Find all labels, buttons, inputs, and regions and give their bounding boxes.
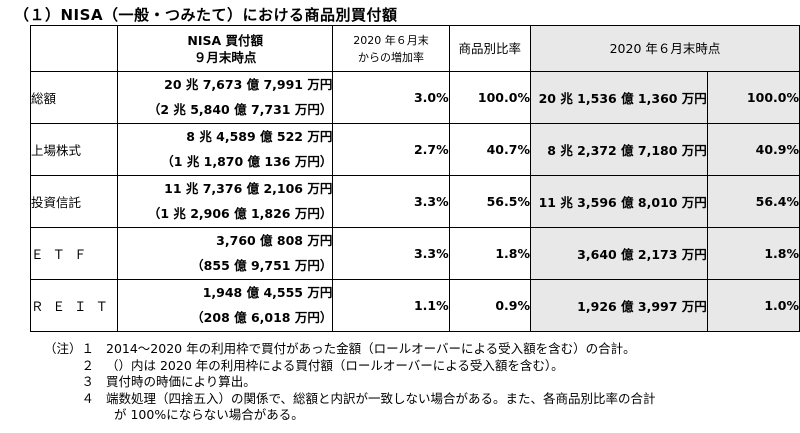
category-cell: ＲＥＩＴ	[29, 279, 119, 332]
june-ratio-cell: 56.4%	[706, 175, 800, 228]
june-amount-cell: 20 兆 1,536 億 1,360 万円	[529, 71, 708, 124]
growth-cell: 2.7%	[332, 123, 450, 176]
header-growth: 2020 年６月末 からの増加率	[332, 25, 450, 72]
note-continuation: が 100%にならない場合がある。	[114, 407, 304, 423]
note-item-3: ３ 買付時の時価により算出。	[14, 374, 794, 391]
amount-cell: 20 兆 7,673 億 7,991 万円	[117, 71, 334, 98]
note-label: （注）１	[43, 341, 94, 356]
category-cell: 総額	[29, 71, 119, 124]
june-ratio-cell: 40.9%	[706, 123, 800, 176]
header-nisa-amount-line1: NISA 買付額	[187, 32, 264, 48]
sub-amount-cell: （1 兆 1,870 億 136 万円）	[117, 149, 334, 176]
category-cell: 投資信託	[29, 175, 119, 228]
ratio-cell: 0.9%	[448, 279, 531, 332]
table-row-sub: （208 億 6,018 万円）	[31, 305, 800, 332]
table-row: 総額 20 兆 7,673 億 7,991 万円 3.0% 100.0% 20 兆 1,…	[29, 71, 800, 124]
ratio-cell: 1.8%	[448, 227, 531, 280]
june-ratio-cell: 100.0%	[706, 71, 800, 124]
table-row-sub: （2 兆 5,840 億 7,731 万円）	[31, 97, 800, 124]
june-amount-cell: 1,926 億 3,997 万円	[529, 279, 708, 332]
table-row: 投資信託 11 兆 7,376 億 2,106 万円 3.3% 56.5% 11 兆 3…	[29, 175, 800, 228]
june-amount-cell: 11 兆 3,596 億 8,010 万円	[529, 175, 708, 228]
header-blank	[29, 25, 119, 72]
category-cell: ＥＴＦ	[29, 227, 119, 280]
table-row-sub: （1 兆 2,906 億 1,826 万円）	[31, 201, 800, 228]
ratio-cell: 100.0%	[448, 71, 531, 124]
amount-cell: 8 兆 4,589 億 522 万円	[117, 123, 334, 150]
sub-amount-cell: （1 兆 2,906 億 1,826 万円）	[117, 201, 334, 228]
amount-cell: 11 兆 7,376 億 2,106 万円	[117, 175, 334, 202]
note-number: ２	[81, 357, 94, 373]
june-ratio-cell: 1.0%	[706, 279, 800, 332]
sub-amount-cell: （208 億 6,018 万円）	[117, 305, 334, 332]
table-row: ＥＴＦ 3,760 億 808 万円 3.3% 1.8% 3,640 億 2,173 万…	[29, 227, 800, 280]
ratio-cell: 40.7%	[448, 123, 531, 176]
note-item-1: （注）１ 2014～2020 年の利用枠で買付があった金額（ロールオーバーによる…	[14, 341, 794, 358]
note-text: 2014～2020 年の利用枠で買付があった金額（ロールオーバーによる受入額を含…	[106, 341, 636, 356]
amount-cell: 3,760 億 808 万円	[117, 227, 334, 254]
header-nisa-amount: NISA 買付額 ９月末時点	[117, 25, 334, 72]
header-row: NISA 買付額 ９月末時点 2020 年６月末 からの増加率 商品別比率 20…	[29, 25, 800, 72]
note-number: ３	[81, 374, 94, 390]
sub-amount-cell: （2 兆 5,840 億 7,731 万円）	[117, 97, 334, 124]
note-text: 端数処理（四捨五入）の関係で、総額と内訳が一致しない場合がある。また、各商品別比…	[106, 390, 656, 406]
header-growth-line2: からの増加率	[357, 50, 424, 64]
june-amount-cell: 3,640 億 2,173 万円	[529, 227, 708, 280]
table-body: 総額 20 兆 7,673 億 7,991 万円 3.0% 100.0% 20 兆 1,…	[29, 71, 800, 332]
note-number: ４	[81, 390, 94, 406]
section-title: （１）NISA（一般・つみたて）における商品別買付額	[14, 6, 398, 24]
note-item-2: ２ （）内は 2020 年の利用枠による買付額（ロールオーバーによる受入額を含む…	[14, 358, 794, 375]
notes: （注）１ 2014～2020 年の利用枠で買付があった金額（ロールオーバーによる…	[14, 341, 794, 424]
growth-cell: 3.3%	[332, 175, 450, 228]
ratio-cell: 56.5%	[448, 175, 531, 228]
table-row: 上場株式 8 兆 4,589 億 522 万円 2.7% 40.7% 8 兆 2,372…	[29, 123, 800, 176]
sub-amount-cell: （855 億 9,751 万円）	[117, 253, 334, 280]
note-item-4: ４ 端数処理（四捨五入）の関係で、総額と内訳が一致しない場合がある。また、各商品…	[14, 391, 794, 408]
june-amount-cell: 8 兆 2,372 億 7,180 万円	[529, 123, 708, 176]
header-growth-line1: 2020 年６月末	[353, 33, 429, 47]
category-cell: 上場株式	[29, 123, 119, 176]
nisa-purchase-table: NISA 買付額 ９月末時点 2020 年６月末 からの増加率 商品別比率 20…	[29, 25, 800, 332]
header-june: 2020 年６月末時点	[529, 25, 800, 72]
note-text: （）内は 2020 年の利用枠による買付額（ロールオーバーによる受入額を含む）。	[106, 357, 564, 373]
june-ratio-cell: 1.8%	[706, 227, 800, 280]
note-text: 買付時の時価により算出。	[106, 374, 256, 390]
amount-cell: 1,948 億 4,555 万円	[117, 279, 334, 306]
growth-cell: 3.3%	[332, 227, 450, 280]
header-nisa-amount-line2: ９月末時点	[193, 49, 257, 65]
growth-cell: 3.0%	[332, 71, 450, 124]
growth-cell: 1.1%	[332, 279, 450, 332]
header-ratio: 商品別比率	[448, 25, 531, 72]
table-row: ＲＥＩＴ 1,948 億 4,555 万円 1.1% 0.9% 1,926 億 3,99…	[29, 279, 800, 332]
